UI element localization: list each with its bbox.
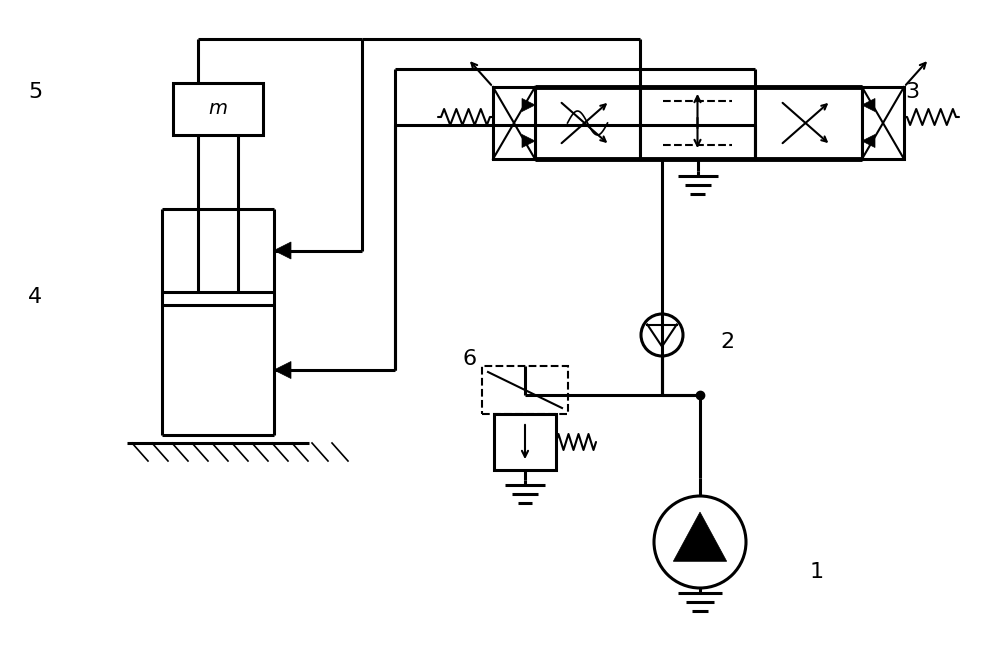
- Polygon shape: [862, 135, 875, 148]
- Polygon shape: [862, 98, 875, 111]
- Bar: [173, 83, 263, 135]
- Text: 6: 6: [462, 349, 476, 369]
- Bar: [493, 87, 535, 159]
- Bar: [482, 366, 568, 414]
- Polygon shape: [522, 135, 535, 148]
- Text: 4: 4: [28, 287, 42, 307]
- Bar: [862, 87, 904, 159]
- Bar: [494, 414, 556, 470]
- Text: 3: 3: [905, 82, 919, 102]
- Text: 5: 5: [28, 82, 42, 102]
- Text: 2: 2: [720, 332, 734, 352]
- Text: 1: 1: [810, 562, 824, 582]
- Text: m: m: [209, 100, 228, 118]
- Polygon shape: [673, 512, 727, 562]
- Polygon shape: [274, 362, 291, 378]
- Polygon shape: [522, 98, 535, 111]
- Bar: [535, 87, 640, 159]
- Polygon shape: [274, 242, 291, 259]
- Bar: [755, 87, 862, 159]
- Bar: [640, 87, 755, 159]
